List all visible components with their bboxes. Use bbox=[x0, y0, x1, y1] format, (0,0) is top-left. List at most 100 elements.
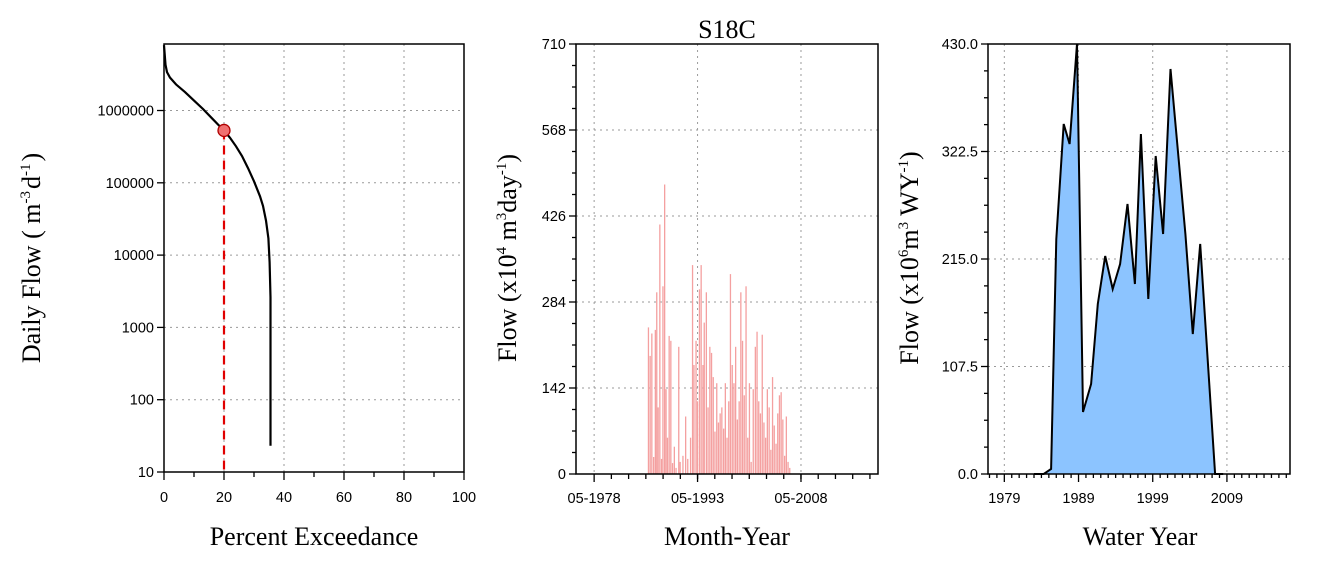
flow-bar bbox=[782, 419, 784, 474]
flow-bar bbox=[668, 335, 670, 474]
flow-bar bbox=[763, 422, 765, 474]
annual-flow-line bbox=[1034, 43, 1224, 475]
flow-bar bbox=[647, 327, 650, 474]
y-tick-label: 426 bbox=[542, 209, 566, 225]
y-tick-label: 215.0 bbox=[942, 252, 978, 268]
annual-flow-panel: 1979 1989 1999 20090.0107.5215.0322.5430.0 … bbox=[895, 37, 1291, 551]
flow-bar bbox=[693, 365, 695, 474]
x-tick-label: 05-2008 bbox=[774, 491, 827, 507]
flow-duration-curve bbox=[162, 45, 272, 446]
flow-bar bbox=[745, 286, 747, 474]
flow-bar bbox=[716, 383, 718, 474]
flow-bar bbox=[789, 467, 791, 474]
y-tick-label: 0 bbox=[558, 467, 566, 483]
flow-bar bbox=[678, 346, 680, 474]
flow-bar bbox=[664, 184, 666, 474]
flow-bar bbox=[714, 431, 716, 474]
flow-bar bbox=[731, 365, 733, 474]
x-tick-label: 40 bbox=[276, 490, 292, 506]
flow-bar bbox=[665, 389, 667, 474]
flow-bar bbox=[752, 389, 754, 474]
x-tick-label: 1989 bbox=[1062, 491, 1094, 507]
flow-bar bbox=[766, 389, 768, 474]
y-tick-label: 1000 bbox=[122, 320, 154, 336]
y-tick-label: 430.0 bbox=[942, 37, 978, 53]
flow-bar bbox=[660, 458, 663, 474]
flow-bar bbox=[729, 274, 732, 474]
flow-bar bbox=[682, 455, 684, 474]
flow-bar bbox=[750, 461, 752, 474]
flow-bar bbox=[775, 443, 777, 474]
flow-bar bbox=[728, 401, 730, 474]
x-tick-label: 1999 bbox=[1137, 491, 1169, 507]
monthly-flow-x-label: Month-Year bbox=[664, 522, 790, 551]
flow-bar bbox=[747, 437, 749, 474]
y-tick-label: 284 bbox=[542, 295, 566, 311]
flow-duration-x-label: Percent Exceedance bbox=[210, 522, 419, 551]
flow-bar bbox=[695, 340, 697, 474]
flow-bar bbox=[733, 383, 735, 474]
flow-duration-frame bbox=[163, 43, 465, 473]
flow-bar bbox=[754, 346, 756, 474]
flow-bar bbox=[687, 458, 689, 474]
annual-flow-area bbox=[1034, 44, 1224, 474]
x-tick-label: 0 bbox=[160, 490, 168, 506]
x-tick-label: 05-1978 bbox=[568, 491, 621, 507]
y-tick-label: 10 bbox=[138, 465, 154, 481]
y-tick-label: 0.0 bbox=[958, 467, 978, 483]
flow-bar bbox=[651, 333, 653, 474]
y-tick-label: 100 bbox=[130, 393, 154, 409]
x-tick-label: 1979 bbox=[988, 491, 1020, 507]
annual-flow-y-label: Flow (x106m3 WY-1) bbox=[895, 151, 924, 364]
flow-duration-panel: 0 20 40 60 80 100101001000100001000001000000 … bbox=[17, 43, 476, 551]
flow-bar bbox=[709, 346, 711, 474]
flow-bar bbox=[770, 449, 772, 474]
flow-bar bbox=[765, 437, 767, 474]
flow-bar bbox=[649, 355, 651, 474]
flow-bar bbox=[740, 292, 742, 474]
flow-bar bbox=[761, 334, 763, 474]
flow-bar bbox=[756, 331, 758, 474]
y-tick-label: 1000000 bbox=[98, 104, 154, 120]
flow-bar bbox=[691, 265, 694, 474]
flow-bar bbox=[659, 224, 661, 474]
flow-bar bbox=[777, 413, 779, 474]
flow-bar bbox=[662, 286, 664, 474]
flow-bar bbox=[748, 383, 751, 474]
monthly-flow-panel: 05-1978 05-1993 05-2008 0 142 284 426 568 710 Mo… bbox=[493, 37, 879, 551]
flow-bar bbox=[780, 392, 782, 474]
flow-bar bbox=[768, 407, 770, 474]
x-tick-label: 05-1993 bbox=[671, 491, 724, 507]
flow-bar bbox=[726, 437, 728, 474]
flow-bar bbox=[759, 413, 762, 474]
flow-bar bbox=[741, 340, 744, 474]
flow-bar bbox=[719, 413, 721, 474]
monthly-flow-y-label: Flow (x104 m3day-1) bbox=[493, 154, 522, 362]
flow-bar bbox=[679, 461, 681, 474]
y-tick-label: 107.5 bbox=[942, 360, 978, 376]
x-tick-label: 2009 bbox=[1211, 491, 1243, 507]
flow-bar bbox=[710, 352, 713, 474]
flow-bar bbox=[738, 401, 740, 474]
flow-bar bbox=[758, 401, 760, 474]
exceedance-marker bbox=[217, 123, 231, 138]
flow-bar bbox=[689, 437, 692, 474]
x-tick-label: 60 bbox=[336, 490, 352, 506]
flow-bar bbox=[654, 329, 656, 474]
flow-bar bbox=[785, 416, 787, 474]
flow-bar bbox=[724, 383, 726, 474]
x-tick-label: 80 bbox=[396, 490, 412, 506]
flow-bar bbox=[717, 422, 720, 474]
flow-bar bbox=[735, 346, 737, 474]
flow-bar bbox=[703, 322, 705, 474]
flow-bar bbox=[698, 289, 701, 474]
flow-bar bbox=[736, 419, 738, 474]
flow-bar bbox=[657, 407, 659, 474]
flow-bar bbox=[721, 407, 723, 474]
flow-bar bbox=[771, 377, 774, 474]
flow-bar bbox=[656, 292, 658, 474]
flow-bar bbox=[671, 463, 674, 474]
flow-bar bbox=[685, 416, 687, 474]
flow-bar bbox=[670, 340, 672, 474]
x-tick-label: 100 bbox=[452, 490, 476, 506]
